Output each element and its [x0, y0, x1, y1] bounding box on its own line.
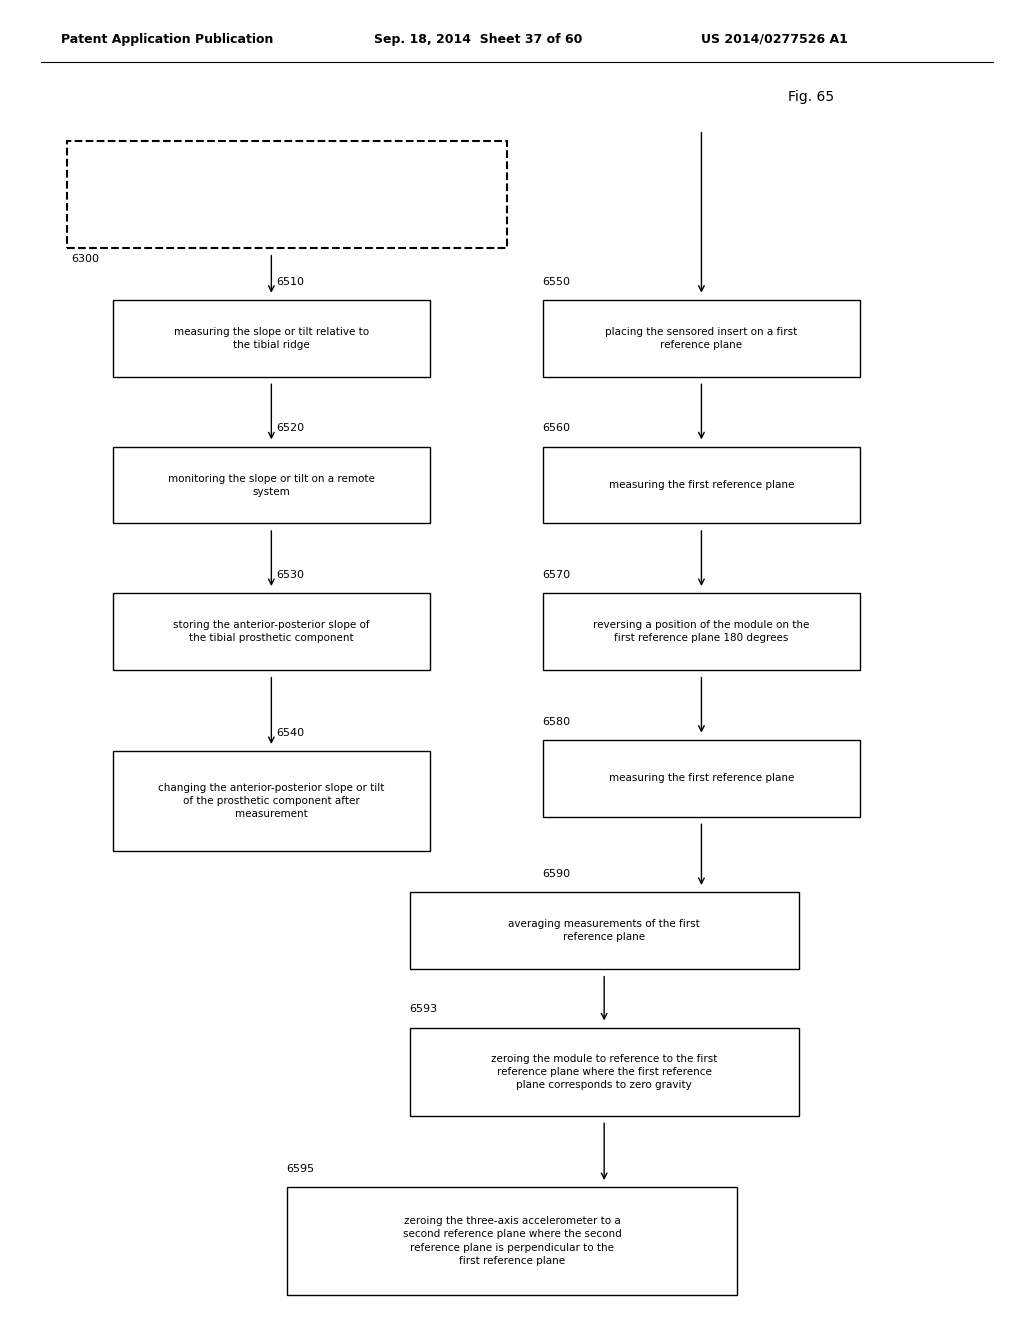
Bar: [543, 446, 860, 524]
Text: measuring the first reference plane: measuring the first reference plane: [608, 480, 795, 490]
Text: 6570: 6570: [543, 570, 570, 579]
Text: Fig. 65: Fig. 65: [788, 90, 835, 104]
Bar: [113, 300, 430, 376]
Text: averaging measurements of the first
reference plane: averaging measurements of the first refe…: [508, 919, 700, 942]
Text: placing the sensored insert on a first
reference plane: placing the sensored insert on a first r…: [605, 327, 798, 350]
Text: 6590: 6590: [543, 869, 570, 879]
Text: zeroing the module to reference to the first
reference plane where the first ref: zeroing the module to reference to the f…: [490, 1053, 718, 1090]
Bar: [410, 892, 799, 969]
Bar: [410, 1028, 799, 1115]
Text: 6593: 6593: [410, 1005, 437, 1014]
Text: 6540: 6540: [276, 727, 304, 738]
Text: 6560: 6560: [543, 424, 570, 433]
Text: Patent Application Publication: Patent Application Publication: [61, 33, 273, 46]
Bar: [543, 741, 860, 817]
Text: measuring the first reference plane: measuring the first reference plane: [608, 774, 795, 784]
Text: 6530: 6530: [276, 570, 304, 579]
Text: reversing a position of the module on the
first reference plane 180 degrees: reversing a position of the module on th…: [593, 620, 810, 643]
Bar: [67, 141, 507, 248]
Bar: [113, 446, 430, 524]
Text: changing the anterior-posterior slope or tilt
of the prosthetic component after
: changing the anterior-posterior slope or…: [158, 783, 385, 820]
Text: 6300: 6300: [72, 253, 99, 264]
Text: 6580: 6580: [543, 717, 570, 726]
Bar: [543, 594, 860, 671]
Bar: [113, 751, 430, 850]
Text: measuring the slope or tilt relative to
the tibial ridge: measuring the slope or tilt relative to …: [174, 327, 369, 350]
Text: monitoring the slope or tilt on a remote
system: monitoring the slope or tilt on a remote…: [168, 474, 375, 496]
Text: 6550: 6550: [543, 277, 570, 286]
Text: US 2014/0277526 A1: US 2014/0277526 A1: [701, 33, 848, 46]
Bar: [113, 594, 430, 671]
Text: storing the anterior-posterior slope of
the tibial prosthetic component: storing the anterior-posterior slope of …: [173, 620, 370, 643]
Bar: [287, 1188, 737, 1295]
Text: 6520: 6520: [276, 424, 304, 433]
Bar: [543, 300, 860, 376]
Text: zeroing the three-axis accelerometer to a
second reference plane where the secon: zeroing the three-axis accelerometer to …: [402, 1216, 622, 1266]
Text: Sep. 18, 2014  Sheet 37 of 60: Sep. 18, 2014 Sheet 37 of 60: [374, 33, 582, 46]
Text: 6595: 6595: [287, 1164, 314, 1173]
Text: 6510: 6510: [276, 277, 304, 286]
